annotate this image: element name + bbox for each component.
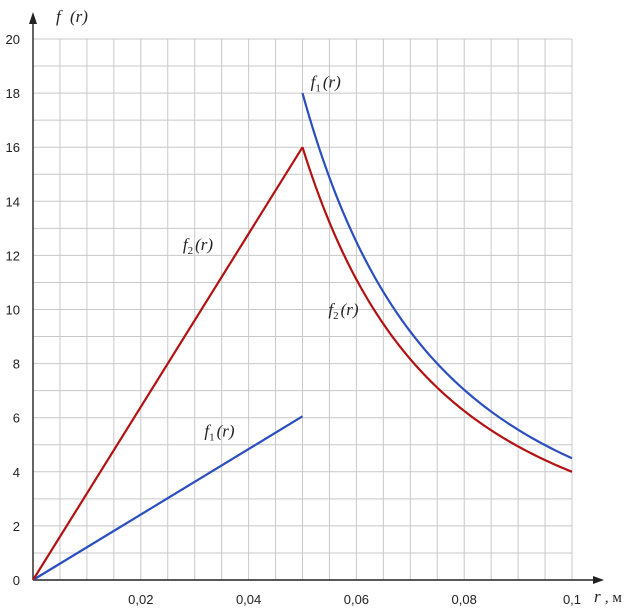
series-curves [32,92,573,581]
y-axis-arrow [29,12,37,24]
x-tick-label: 0,04 [236,592,261,607]
x-axis-unit: , м [605,590,623,606]
series-2-segment-1 [32,146,304,581]
y-tick-label: 6 [13,411,20,426]
y-tick-label: 4 [13,465,20,480]
y-axis-symbol: f [56,7,63,26]
series-labels: f1 (r) f2 (r) f2 (r) f1 (r) [183,73,359,444]
y-axis-title: f (r) [56,7,88,26]
series-1-segment-2 [301,92,573,460]
series-2-segment-2 [301,146,573,473]
curve-label: f1 (r) [311,73,342,95]
y-tick-label: 20 [6,32,20,47]
y-axis-arg: (r) [70,7,88,26]
curve-label: f2 (r) [328,300,359,322]
curve-label: f2 (r) [183,235,214,257]
x-axis-symbol: r [594,587,601,606]
y-tick-label: 16 [6,140,20,155]
y-tick-label: 8 [13,357,20,372]
axes [29,12,604,584]
y-tick-label: 14 [6,194,20,209]
y-tick-label: 2 [13,519,20,534]
x-tick-label: 0,02 [128,592,153,607]
y-tick-label: 0 [13,573,20,588]
x-tick-label: 0,1 [563,592,581,607]
y-tick-label: 10 [6,303,20,318]
grid [33,38,573,580]
curve-label: f1 (r) [204,422,235,444]
y-tick-label: 12 [6,248,20,263]
series-1-segment-1 [32,415,304,581]
y-tick-labels: 0 2 4 6 8 10 12 14 16 18 20 [6,32,20,588]
y-tick-label: 18 [6,86,20,101]
x-tick-labels: 0,02 0,04 0,06 0,08 0,1 [128,592,581,607]
x-tick-label: 0,08 [452,592,477,607]
x-axis-arrow [593,576,604,584]
x-axis-title: r , м [594,587,622,606]
x-tick-label: 0,06 [344,592,369,607]
